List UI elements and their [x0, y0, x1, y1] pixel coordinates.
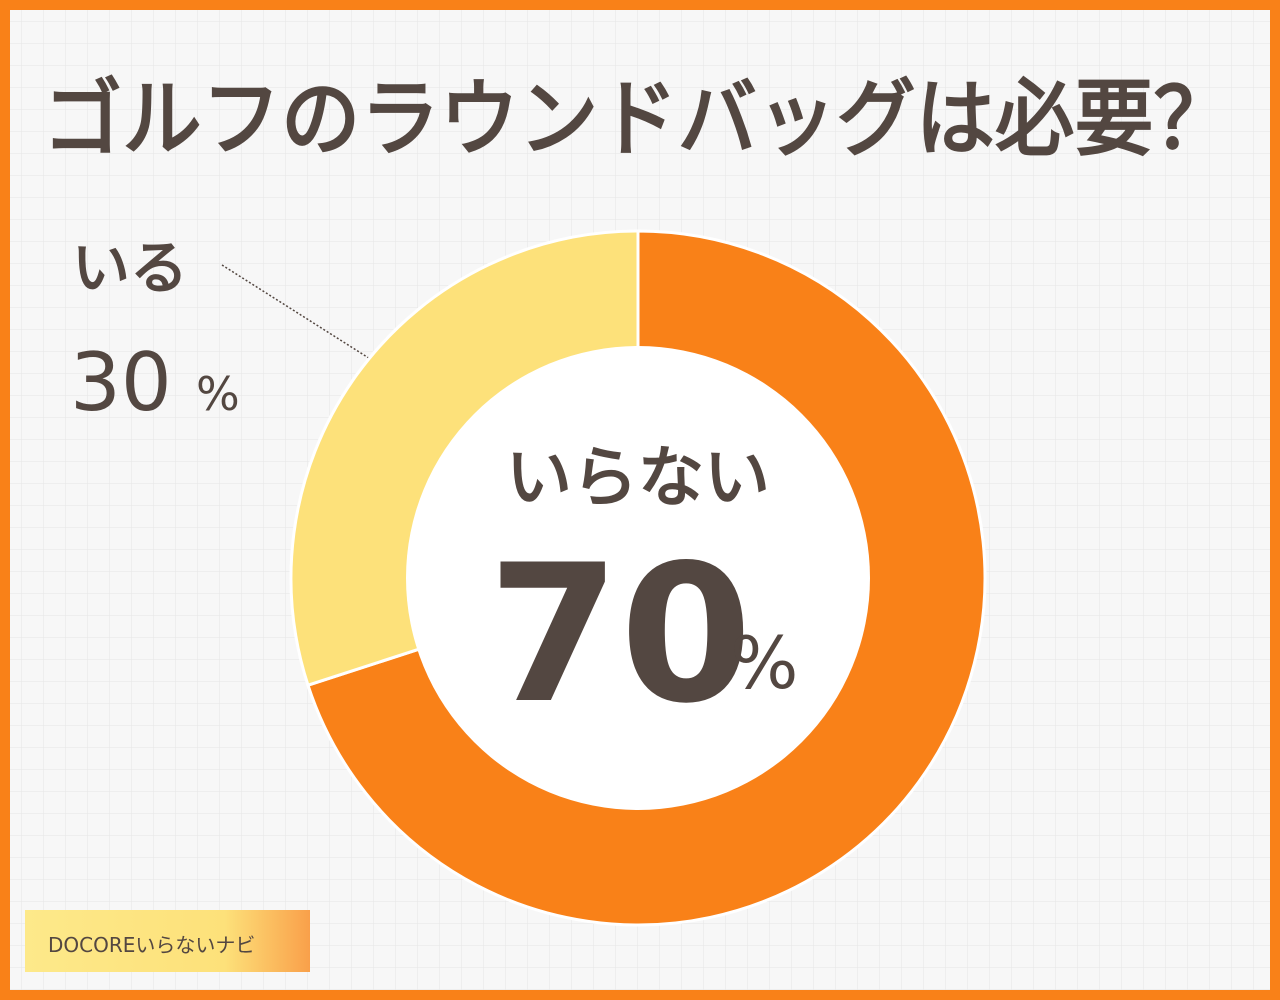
unit-label: %: [196, 367, 240, 421]
slice-label: いる: [72, 234, 188, 302]
slice-label: いらない: [506, 439, 770, 516]
source-badge: [25, 910, 310, 972]
value-label: 70: [488, 524, 752, 745]
unit-label: %: [730, 621, 798, 705]
source: DOCOREいらないナビ: [48, 933, 255, 957]
value-label: 30: [70, 336, 172, 429]
donut-hole: [406, 346, 870, 810]
chart-title: ゴルフのラウンドバッグは必要？: [43, 70, 1233, 168]
